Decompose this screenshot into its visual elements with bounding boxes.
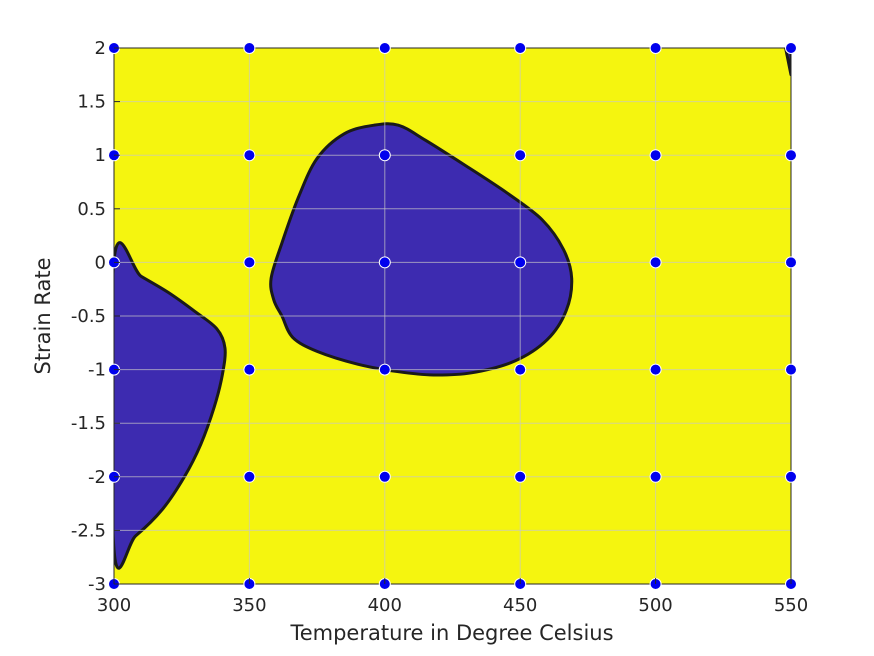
- data-point: [378, 470, 391, 483]
- data-point: [649, 363, 662, 376]
- data-point: [243, 42, 256, 54]
- y-tick-label: 2: [95, 38, 106, 59]
- y-tick-label: -2.5: [71, 520, 106, 541]
- data-point: [514, 42, 527, 54]
- data-point: [649, 470, 662, 483]
- data-point: [649, 42, 662, 54]
- y-tick-label: -2: [88, 467, 106, 488]
- data-point: [378, 256, 391, 269]
- y-tick-label: -1.5: [71, 413, 106, 434]
- x-axis-label: Temperature in Degree Celsius: [289, 621, 613, 645]
- x-tick-label: 400: [368, 595, 402, 616]
- x-tick-label: 500: [638, 595, 672, 616]
- unstable-region-1: [114, 241, 227, 570]
- x-tick-label: 350: [232, 595, 266, 616]
- data-point: [514, 149, 527, 162]
- data-point: [649, 256, 662, 269]
- data-point: [243, 149, 256, 162]
- data-point: [785, 42, 797, 54]
- data-point: [785, 149, 797, 162]
- y-tick-label: 1.5: [77, 92, 106, 113]
- data-point: [785, 470, 797, 483]
- x-tick-label: 450: [503, 595, 537, 616]
- plot-area: [108, 42, 797, 590]
- data-point: [243, 363, 256, 376]
- y-tick-label: -1: [88, 360, 106, 381]
- data-point: [378, 149, 391, 162]
- data-point: [785, 363, 797, 376]
- data-point: [378, 363, 391, 376]
- data-point: [649, 149, 662, 162]
- data-point: [243, 470, 256, 483]
- y-tick-label: -3: [88, 574, 106, 595]
- x-axis-ticks: 300 350 400 450 500 550: [97, 578, 808, 616]
- y-tick-label: 1: [95, 145, 106, 166]
- unstable-region-3: [784, 48, 791, 77]
- y-axis-label: Strain Rate: [31, 257, 55, 374]
- data-point: [243, 256, 256, 269]
- x-tick-label: 550: [774, 595, 808, 616]
- y-tick-label: -0.5: [71, 306, 106, 327]
- x-tick-label: 300: [97, 595, 131, 616]
- data-point: [514, 470, 527, 483]
- data-point: [785, 256, 797, 269]
- data-point: [378, 42, 391, 54]
- unstable-region-2: [269, 122, 574, 377]
- y-tick-label: 0: [95, 252, 106, 273]
- data-point: [514, 363, 527, 376]
- contour-regions: [114, 48, 791, 570]
- y-axis-ticks: -3 -2.5 -2 -1.5 -1 -0.5 0 0.5 1 1.5 2: [71, 38, 120, 595]
- y-tick-label: 0.5: [77, 199, 106, 220]
- data-point: [514, 256, 527, 269]
